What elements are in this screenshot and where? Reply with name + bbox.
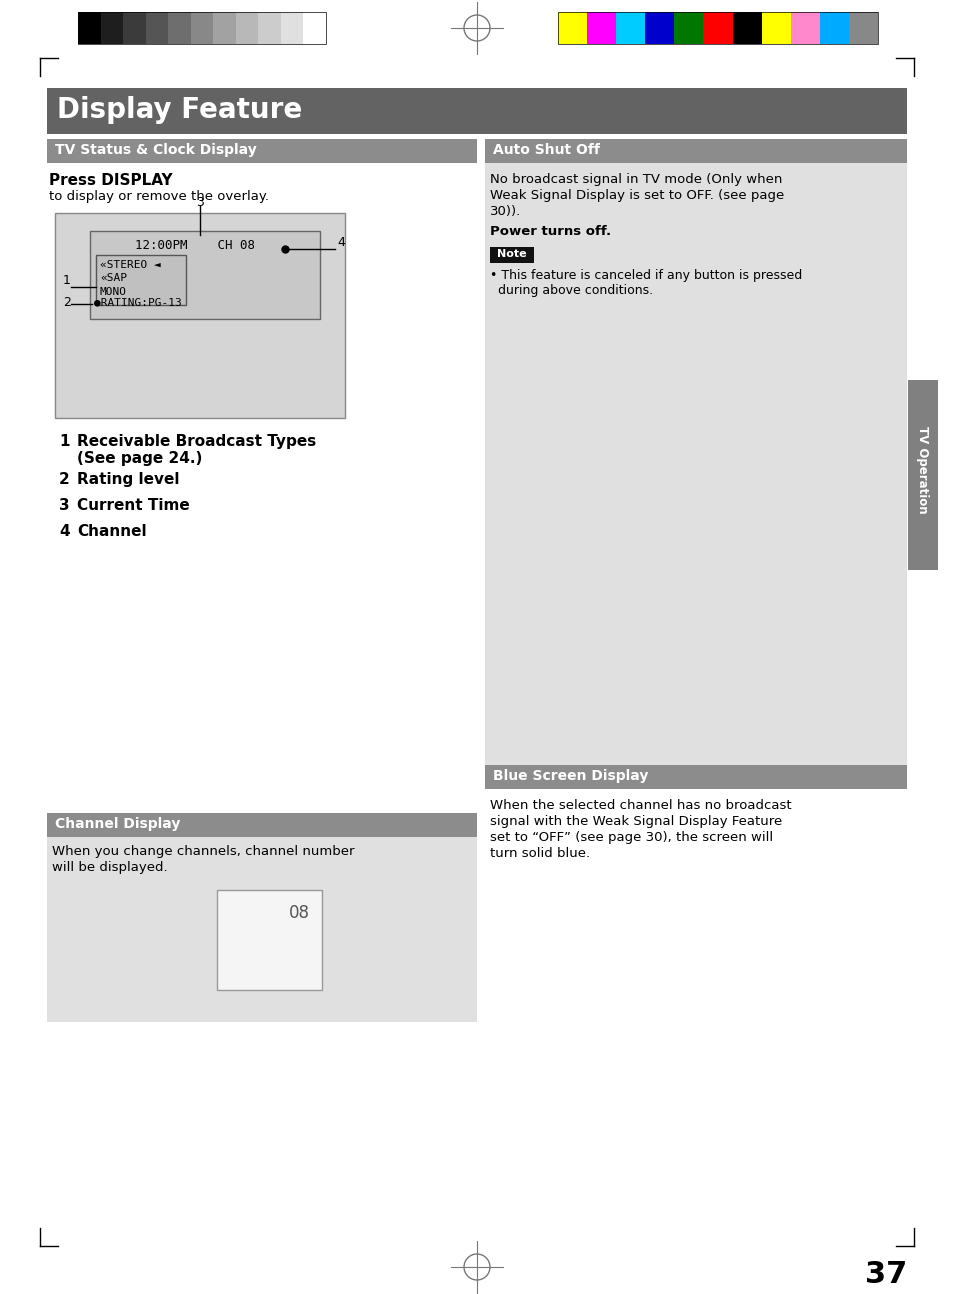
Bar — [848, 12, 877, 44]
Text: 3: 3 — [196, 195, 204, 210]
Text: MONO: MONO — [100, 287, 127, 298]
Text: 1: 1 — [63, 273, 71, 286]
Text: 2: 2 — [63, 296, 71, 309]
Text: 37: 37 — [863, 1260, 906, 1289]
Bar — [616, 12, 644, 44]
Bar — [558, 12, 586, 44]
Bar — [484, 765, 906, 789]
Text: «SAP: «SAP — [100, 273, 127, 283]
Bar — [644, 12, 674, 44]
Text: 3: 3 — [59, 498, 70, 512]
Bar — [258, 12, 280, 44]
Bar — [90, 232, 319, 320]
Text: No broadcast signal in TV mode (Only when: No broadcast signal in TV mode (Only whe… — [490, 173, 781, 186]
Text: Press DISPLAY: Press DISPLAY — [49, 173, 172, 188]
Text: Channel Display: Channel Display — [55, 817, 180, 831]
Text: Weak Signal Display is set to OFF. (see page: Weak Signal Display is set to OFF. (see … — [490, 189, 783, 202]
Text: 30)).: 30)). — [490, 204, 520, 217]
Text: • This feature is canceled if any button is pressed: • This feature is canceled if any button… — [490, 269, 801, 282]
Bar — [280, 12, 303, 44]
Text: 12:00PM    CH 08: 12:00PM CH 08 — [135, 239, 254, 252]
Bar — [78, 12, 326, 44]
Bar — [96, 255, 186, 305]
Text: Auto Shut Off: Auto Shut Off — [493, 144, 599, 157]
Text: 2: 2 — [59, 472, 70, 487]
Text: 4: 4 — [336, 237, 345, 250]
Bar — [78, 12, 100, 44]
Text: set to “OFF” (see page 30), the screen will: set to “OFF” (see page 30), the screen w… — [490, 831, 772, 844]
Text: Display Feature: Display Feature — [57, 96, 302, 124]
Text: Note: Note — [497, 248, 526, 259]
Text: will be displayed.: will be displayed. — [52, 861, 168, 873]
Text: Channel: Channel — [77, 524, 147, 540]
Bar — [732, 12, 760, 44]
Text: When the selected channel has no broadcast: When the selected channel has no broadca… — [490, 798, 791, 813]
Bar — [558, 12, 877, 44]
Bar — [819, 12, 848, 44]
Text: Power turns off.: Power turns off. — [490, 225, 611, 238]
Text: Receivable Broadcast Types: Receivable Broadcast Types — [77, 433, 315, 449]
Text: to display or remove the overlay.: to display or remove the overlay. — [49, 190, 269, 203]
Bar — [303, 12, 326, 44]
Bar — [123, 12, 146, 44]
Bar — [586, 12, 616, 44]
Text: ●RATING:PG-13: ●RATING:PG-13 — [94, 298, 182, 307]
Bar — [216, 890, 322, 990]
Text: TV Operation: TV Operation — [916, 426, 928, 514]
Bar — [191, 12, 213, 44]
Text: turn solid blue.: turn solid blue. — [490, 848, 590, 861]
Bar — [213, 12, 235, 44]
Text: 4: 4 — [59, 524, 70, 540]
Text: «STEREO ◄: «STEREO ◄ — [100, 260, 161, 270]
Text: 08: 08 — [289, 905, 310, 923]
Text: Rating level: Rating level — [77, 472, 179, 487]
Text: 1: 1 — [59, 433, 70, 449]
Bar — [760, 12, 790, 44]
Bar — [484, 163, 906, 765]
Text: When you change channels, channel number: When you change channels, channel number — [52, 845, 355, 858]
Bar — [47, 837, 476, 1022]
Bar — [484, 138, 906, 163]
Bar — [47, 88, 906, 135]
Text: during above conditions.: during above conditions. — [490, 283, 653, 298]
Bar — [907, 380, 937, 569]
Bar — [100, 12, 123, 44]
Text: (See page 24.): (See page 24.) — [77, 452, 202, 466]
Bar — [146, 12, 168, 44]
Text: Current Time: Current Time — [77, 498, 190, 512]
Bar — [235, 12, 258, 44]
Bar — [55, 214, 345, 418]
Bar — [674, 12, 702, 44]
Bar — [47, 813, 476, 837]
Bar — [168, 12, 191, 44]
Text: TV Status & Clock Display: TV Status & Clock Display — [55, 144, 256, 157]
Text: Blue Screen Display: Blue Screen Display — [493, 769, 648, 783]
Bar — [490, 247, 534, 263]
Bar — [702, 12, 732, 44]
Bar — [790, 12, 819, 44]
Bar — [47, 138, 476, 163]
Text: signal with the Weak Signal Display Feature: signal with the Weak Signal Display Feat… — [490, 815, 781, 828]
